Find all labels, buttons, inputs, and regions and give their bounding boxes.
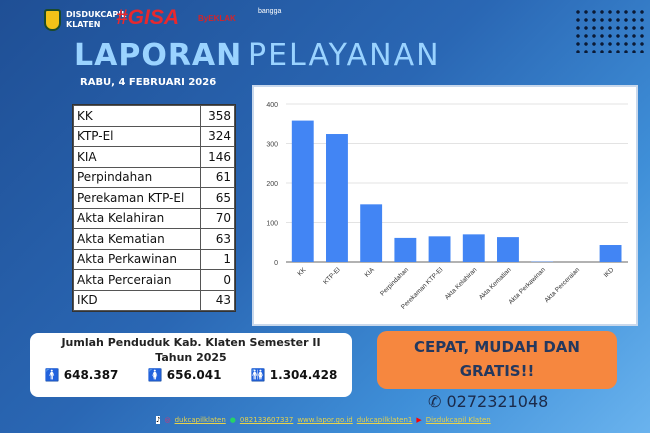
service-count: 0 — [200, 269, 235, 291]
female-icon: 🚺 — [147, 368, 163, 382]
service-name: Akta Perceraian — [73, 269, 201, 291]
title-laporan: LAPORAN — [74, 38, 243, 73]
slogan-line2: GRATIS!! — [459, 362, 535, 380]
table-row: Akta Kematian 63 — [73, 228, 235, 250]
eklak-logo: ByEKLAK — [198, 14, 236, 23]
service-name: Akta Kelahiran — [73, 207, 201, 229]
table-row: Akta Perkawinan 1 — [73, 248, 235, 270]
tiktok-icon: ♪ — [156, 416, 161, 424]
population-card: Jumlah Penduduk Kab. Klaten Semester II T… — [30, 333, 352, 397]
service-count: 146 — [200, 146, 235, 168]
female-value: 656.041 — [166, 368, 222, 382]
whatsapp-link[interactable]: 082133607337 — [239, 416, 294, 424]
table-row: Akta Perceraian 0 — [73, 269, 235, 291]
report-date: RABU, 4 FEBRUARI 2026 — [80, 77, 217, 88]
phone-icon: ✆ — [428, 392, 442, 411]
service-bar-chart: 0 100 200 300 400 KK KTP-El KIA Perpindahan Perek… — [252, 85, 638, 326]
bar — [291, 120, 314, 262]
service-count: 63 — [200, 228, 235, 250]
y-tick-label: 200 — [266, 181, 278, 188]
whatsapp-icon: ● — [229, 416, 236, 424]
service-count: 70 — [200, 207, 235, 229]
title-pelayanan: PELAYANAN — [248, 38, 441, 73]
x-tick-label: Akta Kelahiran — [444, 266, 479, 301]
male-value: 648.387 — [63, 368, 119, 382]
service-count: 65 — [200, 187, 235, 209]
table-row: KTP-El 324 — [73, 125, 235, 147]
service-name: Perpindahan — [73, 166, 201, 188]
x-tick-label: IKD — [603, 266, 616, 279]
female-count: 🚺 656.041 — [148, 368, 222, 382]
table-row: Perekaman KTP-El 65 — [73, 187, 235, 209]
service-name: Akta Perkawinan — [73, 248, 201, 270]
x-tick-label: Perpindahan — [379, 266, 410, 297]
dot-pattern — [574, 8, 644, 53]
x-tick-label: Akta Perkawinan — [507, 266, 547, 306]
total-value: 1.304.428 — [269, 368, 338, 382]
bar — [326, 134, 348, 262]
x-tick-label: Akta Kematian — [478, 266, 513, 301]
gisa-logo: #GISA — [116, 6, 180, 29]
service-count: 324 — [200, 125, 235, 147]
people-icon: 🚻 — [250, 368, 266, 382]
x-tick-label: KTP-El — [322, 266, 342, 286]
org-line1: DISDUKCAPIL — [66, 10, 127, 19]
org-line2: KLATEN — [66, 20, 101, 29]
tiktok-link[interactable]: dukcapilklaten1 — [356, 416, 413, 424]
x-tick-label: KIA — [364, 266, 377, 279]
service-name: KIA — [73, 146, 201, 168]
service-name: IKD — [73, 289, 201, 311]
population-title-line2: Tahun 2025 — [155, 351, 227, 364]
x-tick-label: Akta Perceraian — [543, 266, 581, 304]
y-tick-label: 400 — [266, 102, 278, 109]
male-count: 🚹 648.387 — [45, 368, 119, 382]
y-tick-label: 100 — [266, 221, 278, 228]
org-name: DISDUKCAPIL KLATEN — [66, 10, 126, 30]
youtube-link[interactable]: Disdukcapil Klaten — [425, 416, 491, 424]
population-title: Jumlah Penduduk Kab. Klaten Semester II T… — [30, 335, 352, 365]
service-count: 1 — [200, 248, 235, 270]
male-icon: 🚹 — [44, 368, 60, 382]
klaten-emblem-icon — [44, 9, 61, 31]
x-tick-label: KK — [296, 266, 308, 278]
bar — [497, 237, 519, 262]
bar — [599, 245, 622, 262]
service-name: KK — [73, 105, 201, 127]
service-table: KK 358 KTP-El 324 KIA 146 Perpindahan 61 Perekam… — [72, 104, 236, 312]
bar — [360, 204, 383, 262]
table-row: Akta Kelahiran 70 — [73, 207, 235, 229]
phone-number: ✆ 0272321048 — [428, 392, 548, 411]
slogan-line1: CEPAT, MUDAH DAN — [414, 338, 580, 356]
y-tick-label: 300 — [266, 142, 278, 149]
service-name: Akta Kematian — [73, 228, 201, 250]
instagram-link[interactable]: dukcapilklaten — [174, 416, 226, 424]
bar — [428, 236, 451, 262]
phone-value: 0272321048 — [446, 392, 549, 411]
service-count: 358 — [200, 105, 235, 127]
y-tick-label: 0 — [274, 260, 278, 267]
table-row: KK 358 — [73, 105, 235, 127]
service-name: KTP-El — [73, 125, 201, 147]
instagram-icon: ◎ — [164, 416, 171, 424]
table-row: IKD 43 — [73, 289, 235, 311]
table-row: Perpindahan 61 — [73, 166, 235, 188]
lapor-link[interactable]: www.lapor.go.id — [297, 416, 353, 424]
service-count: 61 — [200, 166, 235, 188]
table-row: KIA 146 — [73, 146, 235, 168]
slogan-box: CEPAT, MUDAH DAN GRATIS!! — [377, 331, 617, 389]
service-name: Perekaman KTP-El — [73, 187, 201, 209]
bar — [394, 237, 417, 262]
youtube-icon: ▶ — [416, 416, 422, 424]
population-title-line1: Jumlah Penduduk Kab. Klaten Semester II — [61, 336, 321, 349]
bangga-logo: bangga — [258, 8, 282, 15]
total-count: 🚻 1.304.428 — [251, 368, 338, 382]
service-count: 43 — [200, 289, 235, 311]
bar — [462, 234, 485, 262]
footer-contacts: ♪ ◎ dukcapilklaten ● 082133607337 www.lap… — [156, 416, 491, 424]
